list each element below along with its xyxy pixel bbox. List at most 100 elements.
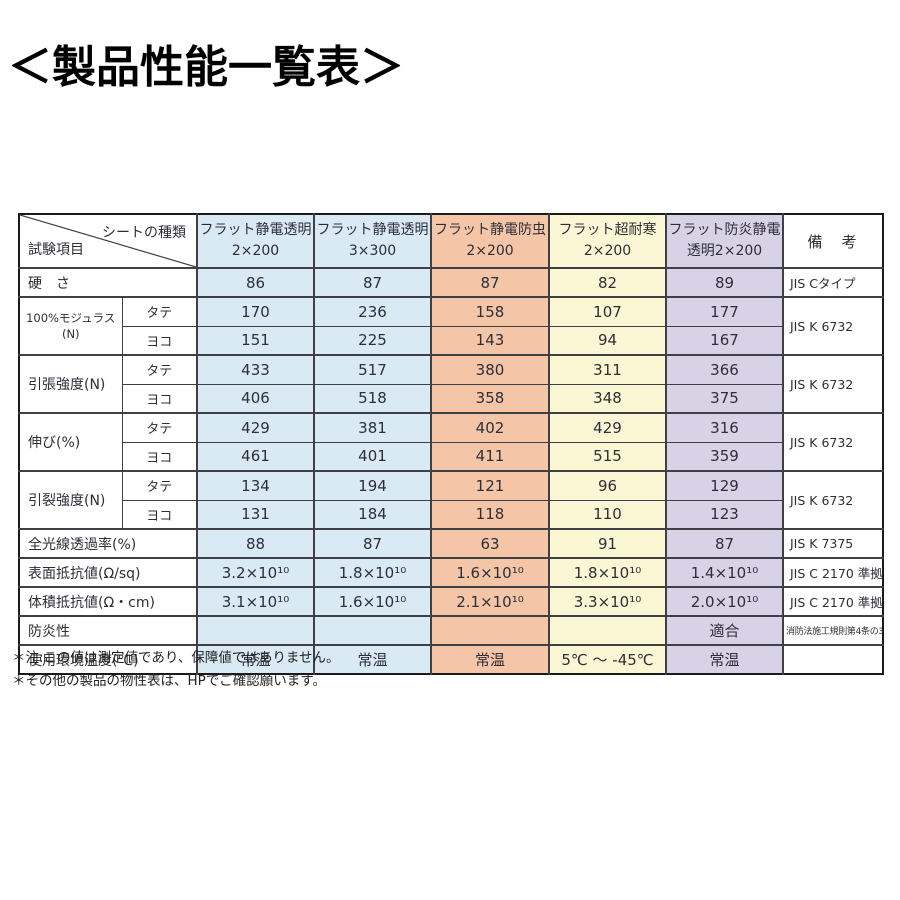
row-label: 伸び(%) [18, 412, 123, 472]
footnotes: ＊注:この値は測定値であり、保障値ではありません。 ＊その他の製品の物性表は、H… [12, 646, 339, 692]
corner-header-cell: シートの種類 試験項目 [18, 213, 198, 269]
value-cell: 1.6×10¹⁰ [313, 586, 432, 617]
value-cell: 225 [313, 325, 432, 356]
value-cell: 429 [548, 412, 667, 443]
table-row: 伸び(%) タテ 429 381 402 429 316 JIS K 6732 [18, 412, 884, 472]
row-label: 表面抵抗値(Ω/sq) [18, 557, 198, 588]
column-header-size: 2×200 [583, 243, 632, 259]
table-body: 硬 さ 86 87 87 82 89 JIS Cタイプ 100%モジュラス (N) タテ 170 2… [18, 267, 884, 675]
value-cell: 375 [665, 383, 784, 414]
value-cell: 316 [665, 412, 784, 443]
table-row: 防炎性 適合 消防法施工規則第4条の3 [18, 615, 884, 646]
value-cell: 常温 [196, 644, 315, 675]
value-cell: 87 [430, 267, 550, 298]
page-title: ＜製品性能一覧表＞ [8, 42, 404, 94]
value-cell: 236 [313, 296, 432, 327]
table-row: 引裂強度(N) タテ 134 194 121 96 129 JIS K 6732 [18, 470, 884, 530]
value-cell: 143 [430, 325, 550, 356]
column-header-name: フラット防炎静電 [668, 222, 781, 238]
value-cell: 184 [313, 499, 432, 530]
value-cell: 96 [548, 470, 667, 501]
column-header-size: 3×300 [348, 243, 397, 259]
row-sublabel: ヨコ [121, 441, 198, 472]
row-label: 使用環境温度(℃) [18, 644, 198, 675]
row-sublabel: ヨコ [121, 325, 198, 356]
column-header-name: フラット静電防虫 [434, 222, 546, 238]
value-cell: 常温 [665, 644, 784, 675]
column-header-name: フラット静電透明 [316, 222, 429, 238]
row-label: 100%モジュラス (N) [18, 296, 123, 356]
value-cell: 151 [196, 325, 315, 356]
value-cell: 82 [548, 267, 667, 298]
row-sublabel: タテ [121, 354, 198, 385]
row-sublabel: ヨコ [121, 383, 198, 414]
remarks-column-header: 備 考 [782, 213, 884, 269]
column-header-4: フラット超耐寒 2×200 [548, 213, 667, 269]
value-cell: 381 [313, 412, 432, 443]
value-cell: 89 [665, 267, 784, 298]
column-header-size: 2×200 [231, 243, 280, 259]
remark-cell: JIS C 2170 準拠 [782, 586, 884, 617]
value-cell: 87 [313, 267, 432, 298]
footnote-other-products: ＊その他の製品の物性表は、HPでご確認願います。 [12, 673, 326, 689]
row-label: 硬 さ [18, 267, 198, 298]
value-cell: 311 [548, 354, 667, 385]
remark-cell: JIS Cタイプ [782, 267, 884, 298]
value-cell: 1.8×10¹⁰ [548, 557, 667, 588]
value-cell: 118 [430, 499, 550, 530]
row-label: 体積抵抗値(Ω・cm) [18, 586, 198, 617]
table-row: ヨコ 151 225 143 94 167 [19, 325, 883, 356]
row-label: 引張強度(N) [18, 354, 123, 414]
remark-cell: JIS K 6732 [782, 470, 884, 530]
value-cell: 177 [665, 296, 784, 327]
header-row: シートの種類 試験項目 フラット静電透明 2×200 フラット静電透明 3×300 フラ… [18, 213, 884, 269]
value-cell: 517 [313, 354, 432, 385]
row-label: 引裂強度(N) [18, 470, 123, 530]
value-cell: 常温 [313, 644, 432, 675]
value-cell: 131 [196, 499, 315, 530]
table-row: 全光線透過率(%) 88 87 63 91 87 JIS K 7375 [18, 528, 884, 559]
value-cell: 167 [665, 325, 784, 356]
value-cell: 401 [313, 441, 432, 472]
value-cell [196, 615, 315, 646]
value-cell: 常温 [430, 644, 550, 675]
table-row: ヨコ 406 518 358 348 375 [19, 383, 883, 414]
value-cell: 適合 [665, 615, 784, 646]
value-cell: 107 [548, 296, 667, 327]
value-cell: 406 [196, 383, 315, 414]
table-row: 100%モジュラス (N) タテ 170 236 158 107 177 JIS K 6732 [18, 296, 884, 356]
value-cell: 366 [665, 354, 784, 385]
table-row: 表面抵抗値(Ω/sq) 3.2×10¹⁰ 1.8×10¹⁰ 1.6×10¹⁰ 1.8×1… [18, 557, 884, 588]
table-row: ヨコ 131 184 118 110 123 [19, 499, 883, 530]
value-cell: 86 [196, 267, 315, 298]
value-cell: 359 [665, 441, 784, 472]
column-header-2: フラット静電透明 3×300 [313, 213, 432, 269]
remark-cell: JIS K 6732 [782, 412, 884, 472]
footnote-measured-values: ＊注:この値は測定値であり、保障値ではありません。 [12, 650, 340, 666]
value-cell: 63 [430, 528, 550, 559]
value-cell: 123 [665, 499, 784, 530]
value-cell: 461 [196, 441, 315, 472]
column-header-size: 透明2×200 [686, 243, 763, 259]
value-cell: 3.2×10¹⁰ [196, 557, 315, 588]
column-header-size: 2×200 [466, 243, 514, 259]
value-cell: 380 [430, 354, 550, 385]
value-cell: 194 [313, 470, 432, 501]
diagonal-divider [20, 215, 196, 267]
value-cell: 358 [430, 383, 550, 414]
value-cell: 2.0×10¹⁰ [665, 586, 784, 617]
column-header-3: フラット静電防虫 2×200 [430, 213, 550, 269]
row-sublabel: タテ [121, 296, 198, 327]
value-cell: 91 [548, 528, 667, 559]
column-header-name: フラット超耐寒 [558, 222, 657, 238]
value-cell: 5℃ ～ -45℃ [548, 644, 667, 675]
value-cell: 1.6×10¹⁰ [430, 557, 550, 588]
remark-cell: JIS C 2170 準拠 [782, 557, 884, 588]
value-cell: 170 [196, 296, 315, 327]
value-cell: 87 [665, 528, 784, 559]
value-cell: 515 [548, 441, 667, 472]
performance-table: シートの種類 試験項目 フラット静電透明 2×200 フラット静電透明 3×300 フラ… [18, 213, 884, 675]
remark-cell: JIS K 7375 [782, 528, 884, 559]
value-cell [430, 615, 550, 646]
value-cell: 429 [196, 412, 315, 443]
